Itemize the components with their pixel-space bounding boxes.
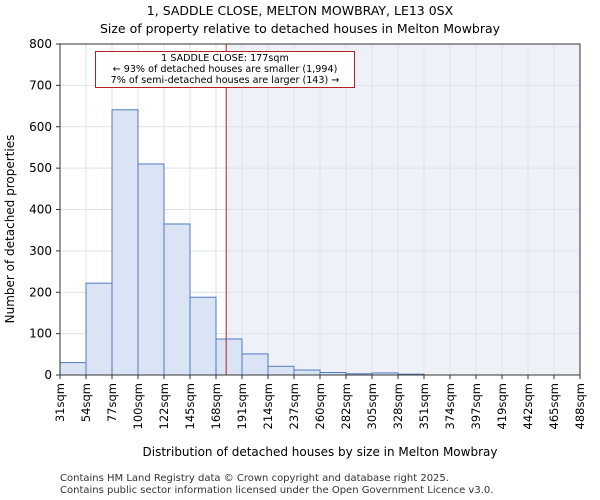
x-tick-label: 168sqm (209, 383, 223, 429)
x-tick-label: 77sqm (105, 383, 119, 422)
x-tick-label: 305sqm (365, 383, 379, 429)
histogram-chart: 0 100 200 300 400 500 600 700 800 31sqm 54sqm 77sq… (3, 37, 587, 459)
x-tick-label: 488sqm (573, 383, 587, 429)
histogram-bar (267, 365, 295, 376)
histogram-bar (241, 353, 269, 376)
histogram-bar (111, 109, 139, 376)
histogram-bar (137, 163, 165, 376)
histogram-bar (215, 338, 243, 376)
x-tick-label: 328sqm (391, 383, 405, 429)
y-tick-label: 100 (29, 327, 52, 341)
x-tick-label: 191sqm (235, 383, 249, 429)
x-tick-label: 419sqm (495, 383, 509, 429)
chart-title: 1, SADDLE CLOSE, MELTON MOWBRAY, LE13 0S… (146, 3, 454, 18)
x-tick-label: 260sqm (313, 383, 327, 429)
y-tick-label: 700 (29, 78, 52, 92)
histogram-bar (163, 223, 191, 376)
x-tick-label: 214sqm (261, 383, 275, 429)
x-tick-label: 374sqm (443, 383, 457, 429)
x-tick-label: 237sqm (287, 383, 301, 429)
x-tick-label: 282sqm (339, 383, 353, 429)
y-tick-label: 600 (29, 120, 52, 134)
footer-line-1: Contains HM Land Registry data © Crown c… (60, 473, 449, 484)
bars (59, 109, 425, 376)
y-tick-label: 200 (29, 285, 52, 299)
y-tick-label: 800 (29, 37, 52, 51)
x-tick-label: 465sqm (547, 383, 561, 429)
x-tick-labels: 31sqm 54sqm 77sqm 100sqm 122sqm 145sqm 168sqm 1… (53, 375, 587, 429)
x-tick-label: 122sqm (157, 383, 171, 429)
x-tick-label: 442sqm (521, 383, 535, 429)
y-tick-label: 300 (29, 244, 52, 258)
x-tick-label: 54sqm (79, 383, 93, 422)
footer-line-2: Contains public sector information licen… (60, 485, 494, 496)
histogram-bar (189, 296, 217, 376)
annotation-line-3: 7% of semi-detached houses are larger (1… (110, 75, 340, 86)
x-tick-label: 31sqm (53, 383, 67, 422)
x-tick-label: 100sqm (131, 383, 145, 429)
histogram-bar (59, 362, 87, 376)
y-tick-label: 400 (29, 203, 52, 217)
y-tick-labels: 0 100 200 300 400 500 600 700 800 (29, 37, 60, 382)
histogram-bar (85, 282, 113, 376)
x-tick-label: 397sqm (469, 383, 483, 429)
y-tick-label: 0 (44, 368, 52, 382)
y-tick-label: 500 (29, 161, 52, 175)
y-axis-label: Number of detached properties (3, 135, 17, 324)
x-tick-label: 145sqm (183, 383, 197, 429)
annotation-line-1: 1 SADDLE CLOSE: 177sqm (161, 53, 289, 64)
chart-subtitle: Size of property relative to detached ho… (99, 21, 501, 36)
annotation-box: 1 SADDLE CLOSE: 177sqm ← 93% of detached… (95, 51, 355, 88)
x-axis-label: Distribution of detached houses by size … (143, 445, 498, 459)
x-tick-label: 351sqm (417, 383, 431, 429)
annotation-line-2: ← 93% of detached houses are smaller (1,… (112, 64, 338, 75)
histogram-bar (293, 369, 321, 376)
